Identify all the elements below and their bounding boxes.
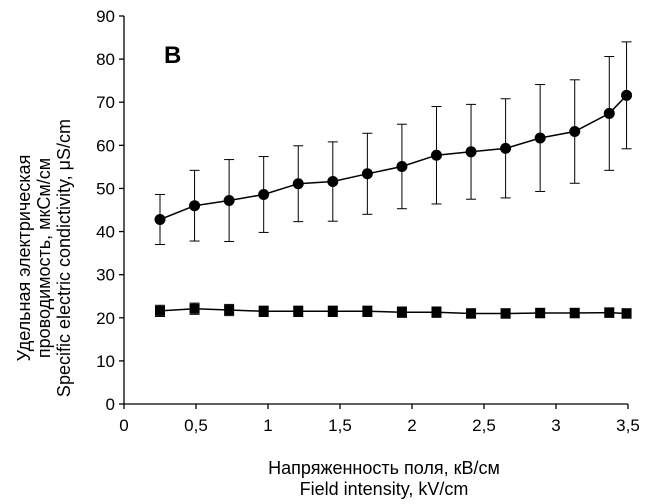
- y-tick-label: 30: [96, 266, 115, 285]
- series-1-point: [603, 107, 615, 119]
- y-tick-label: 0: [106, 395, 115, 414]
- y-tick-label: 70: [96, 93, 115, 112]
- series-2-point: [293, 306, 304, 317]
- series-1-point: [189, 200, 201, 212]
- series-2-point: [466, 308, 477, 319]
- series-1-point: [500, 142, 512, 154]
- series-1-point: [154, 213, 166, 225]
- y-tick-label: 60: [96, 136, 115, 155]
- x-tick-label: 3,5: [616, 416, 640, 435]
- series-2-point: [604, 307, 615, 318]
- series-2-point: [362, 306, 373, 317]
- x-tick-label: 2: [407, 416, 416, 435]
- x-axis-title-ru: Напряженность поля, кВ/см: [268, 458, 500, 478]
- y-tick-label: 40: [96, 223, 115, 242]
- x-tick-label: 2,5: [472, 416, 496, 435]
- series-2-point: [327, 306, 338, 317]
- series-1-point: [327, 176, 339, 188]
- x-tick-label: 0: [119, 416, 128, 435]
- plot-area: 0 10 20 30 40 50 60 70 80 90 0 0,5 1 1,5 2 2,5 3 3,5: [96, 7, 640, 435]
- x-tick-label: 1,5: [328, 416, 352, 435]
- series-2-point: [189, 303, 200, 314]
- series-2-point: [396, 307, 407, 318]
- x-tick-label: 1: [263, 416, 272, 435]
- series-1-point: [430, 149, 442, 161]
- series-1-point: [465, 146, 477, 158]
- series-1-point: [396, 160, 408, 172]
- series-1-point: [258, 188, 270, 200]
- y-tick-label: 20: [96, 309, 115, 328]
- series-1-point: [621, 89, 633, 101]
- x-tick-label: 0,5: [184, 416, 208, 435]
- series-2-point: [569, 308, 580, 319]
- series-1-point: [361, 168, 373, 180]
- y-axis-title-line2: проводимость, мкСм/см: [34, 158, 54, 358]
- x-tick-label: 3: [551, 416, 560, 435]
- series-2-point: [621, 308, 632, 319]
- y-tick-label: 90: [96, 7, 115, 26]
- y-axis-title-line3: Specific electric condictivity, μS/cm: [54, 119, 74, 397]
- x-axis-title-en: Field intensity, kV/cm: [300, 479, 469, 499]
- series-2-point: [431, 307, 442, 318]
- y-axis-title-line1: Удельная электрическая: [14, 155, 34, 362]
- series-1-point: [223, 195, 235, 207]
- series-2-point: [500, 308, 511, 319]
- series-2-point: [258, 306, 269, 317]
- series-1-point: [569, 126, 581, 138]
- y-tick-label: 80: [96, 50, 115, 69]
- y-tick-label: 50: [96, 179, 115, 198]
- series-1-point: [534, 132, 546, 144]
- series-2-point: [535, 308, 546, 319]
- panel-label: B: [164, 42, 181, 69]
- series-2-point: [155, 305, 165, 316]
- series-2-point: [224, 305, 235, 316]
- y-tick-label: 10: [96, 352, 115, 371]
- series-1-point: [292, 178, 304, 190]
